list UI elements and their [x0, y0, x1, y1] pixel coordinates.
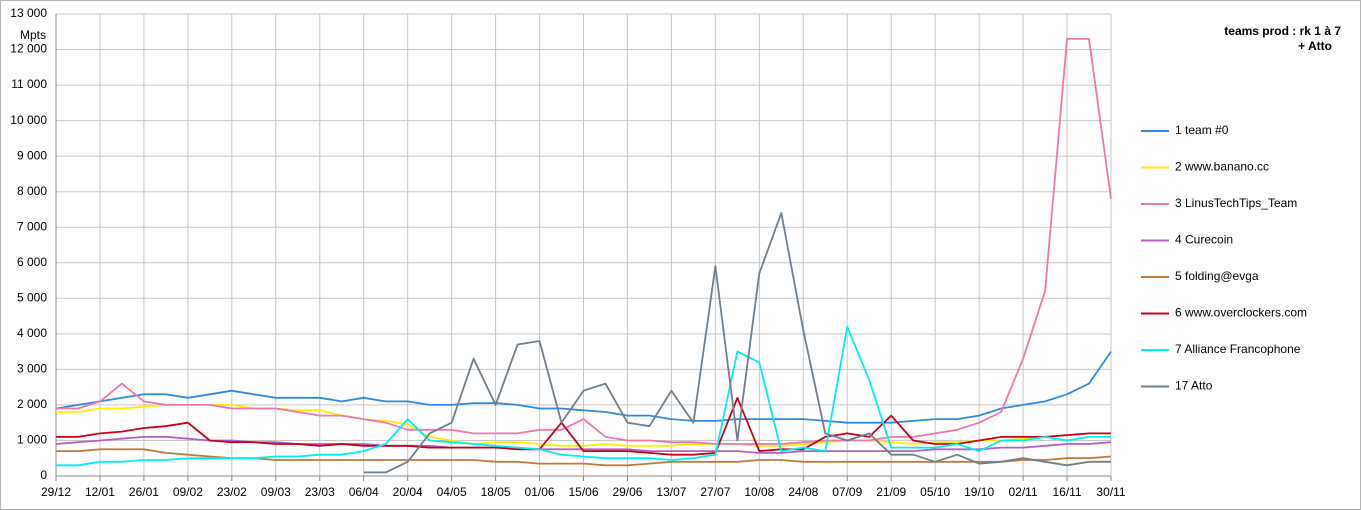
legend-label: 3 LinusTechTips_Team: [1175, 196, 1297, 210]
legend-label: 7 Alliance Francophone: [1175, 342, 1301, 356]
x-tick-label: 07/09: [832, 485, 862, 499]
series-line: [56, 325, 1111, 467]
x-tick-label: 09/03: [261, 485, 291, 499]
x-tick-label: 18/05: [481, 485, 511, 499]
x-tick-label: 29/06: [612, 485, 642, 499]
x-tick-label: 30/11: [1096, 485, 1125, 499]
series-line: [56, 404, 1111, 447]
x-tick-label: 15/06: [568, 485, 598, 499]
y-tick-label: 4 000: [17, 326, 47, 340]
y-tick-label: 1 000: [17, 433, 47, 447]
x-tick-label: 12/01: [85, 485, 115, 499]
x-tick-label: 05/10: [920, 485, 950, 499]
x-tick-label: 01/06: [525, 485, 555, 499]
y-tick-label: 6 000: [17, 255, 47, 269]
legend-label: 1 team #0: [1175, 123, 1229, 137]
x-tick-label: 04/05: [437, 485, 467, 499]
x-tick-label: 13/07: [656, 485, 686, 499]
x-tick-label: 29/12: [41, 485, 71, 499]
x-tick-label: 10/08: [744, 485, 774, 499]
x-tick-label: 24/08: [788, 485, 818, 499]
x-tick-label: 19/10: [964, 485, 994, 499]
x-tick-label: 23/03: [305, 485, 335, 499]
x-tick-label: 23/02: [217, 485, 247, 499]
x-tick-label: 20/04: [393, 485, 423, 499]
y-axis-label: Mpts: [20, 28, 46, 42]
series-line: [55, 351, 1112, 424]
y-tick-label: 8 000: [17, 184, 47, 198]
x-tick-label: 06/04: [349, 485, 379, 499]
legend-label: 17 Atto: [1175, 379, 1213, 393]
x-tick-label: 09/02: [173, 485, 203, 499]
y-tick-label: 7 000: [17, 219, 47, 233]
legend-label: 6 www.overclockers.com: [1175, 306, 1307, 320]
series-line: [56, 38, 1112, 445]
y-tick-label: 2 000: [17, 397, 47, 411]
y-tick-label: 11 000: [11, 77, 47, 91]
series-line: [363, 212, 1111, 474]
series-line: [56, 396, 1111, 456]
legend-label: 4 Curecoin: [1175, 233, 1233, 247]
legend-label: 5 folding@evga: [1175, 269, 1259, 283]
x-tick-label: 16/11: [1052, 485, 1081, 499]
y-tick-label: 9 000: [17, 148, 47, 162]
y-tick-label: 12 000: [10, 42, 47, 56]
x-tick-label: 27/07: [700, 485, 730, 499]
y-tick-label: 3 000: [17, 362, 47, 376]
chart-title: + Atto: [1298, 39, 1332, 53]
chart-title: teams prod : rk 1 à 7: [1224, 24, 1341, 38]
legend-label: 2 www.banano.cc: [1175, 160, 1269, 174]
series-line: [55, 436, 1112, 454]
x-tick-label: 21/09: [876, 485, 906, 499]
y-tick-label: 10 000: [10, 113, 47, 127]
y-tick-label: 13 000: [10, 6, 47, 20]
y-tick-label: 5 000: [17, 290, 47, 304]
x-tick-label: 02/11: [1009, 485, 1038, 499]
x-tick-label: 26/01: [129, 485, 159, 499]
y-tick-label: 0: [40, 468, 47, 482]
